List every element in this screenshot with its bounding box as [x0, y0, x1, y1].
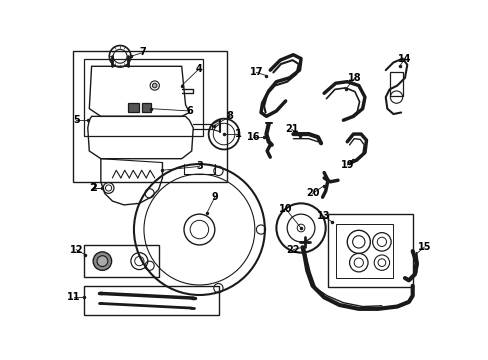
Text: 2: 2: [89, 183, 97, 193]
Bar: [127, 103, 138, 112]
Text: 7: 7: [140, 48, 146, 58]
Circle shape: [93, 252, 111, 270]
Text: 6: 6: [185, 106, 192, 116]
Text: 17: 17: [249, 67, 263, 77]
Text: 8: 8: [226, 111, 233, 121]
Text: 16: 16: [246, 132, 260, 142]
Text: 19: 19: [340, 160, 353, 170]
Text: 21: 21: [285, 125, 298, 134]
Circle shape: [97, 256, 107, 266]
Circle shape: [152, 83, 157, 88]
Text: 14: 14: [397, 54, 411, 64]
Text: 13: 13: [317, 211, 330, 221]
Text: 1: 1: [234, 129, 241, 139]
Bar: [335, 224, 393, 278]
Bar: [389, 72, 403, 95]
Text: 9: 9: [211, 192, 218, 202]
Bar: [84, 245, 158, 277]
Text: 22: 22: [286, 244, 300, 255]
Bar: [84, 286, 218, 315]
Bar: [73, 51, 226, 182]
Bar: [327, 214, 412, 287]
Text: 15: 15: [417, 242, 430, 252]
Text: 5: 5: [73, 115, 80, 125]
Bar: [84, 59, 203, 136]
Text: 10: 10: [278, 204, 292, 214]
Text: 2: 2: [90, 183, 96, 193]
Text: 3: 3: [196, 161, 203, 171]
Text: 20: 20: [305, 188, 319, 198]
Text: 18: 18: [347, 73, 361, 83]
Text: 4: 4: [196, 64, 203, 73]
Text: 11: 11: [67, 292, 81, 302]
Bar: [142, 103, 151, 112]
Text: 12: 12: [69, 244, 83, 255]
